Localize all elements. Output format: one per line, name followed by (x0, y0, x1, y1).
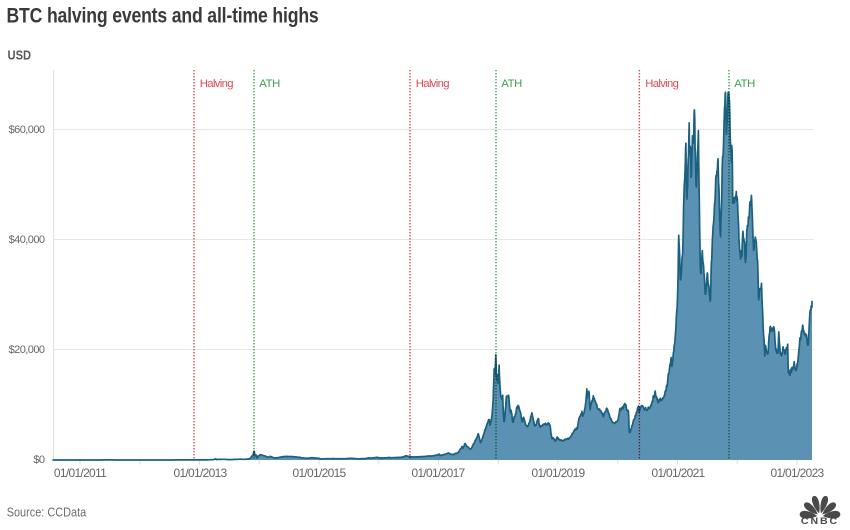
svg-text:01/01/2017: 01/01/2017 (411, 466, 465, 480)
svg-text:BTC halving events and all-tim: BTC halving events and all-time highs (7, 4, 319, 28)
svg-text:Halving: Halving (416, 78, 449, 90)
svg-text:$20,000: $20,000 (9, 344, 45, 356)
svg-text:USD: USD (8, 48, 32, 63)
svg-text:$0: $0 (33, 454, 45, 466)
svg-text:01/01/2023: 01/01/2023 (770, 466, 824, 480)
svg-text:01/01/2015: 01/01/2015 (292, 466, 346, 480)
svg-text:01/01/2019: 01/01/2019 (531, 466, 585, 480)
svg-text:Halving: Halving (200, 78, 233, 90)
svg-text:ATH: ATH (259, 78, 280, 90)
svg-text:01/01/2011: 01/01/2011 (54, 466, 107, 480)
svg-text:01/01/2021: 01/01/2021 (651, 466, 705, 480)
svg-text:Halving: Halving (645, 78, 678, 90)
svg-text:01/01/2013: 01/01/2013 (173, 466, 227, 480)
svg-text:ATH: ATH (734, 78, 755, 90)
svg-text:ATH: ATH (501, 78, 522, 90)
svg-text:Source: CCData: Source: CCData (7, 504, 87, 519)
svg-text:CNBC: CNBC (801, 517, 839, 527)
svg-text:$40,000: $40,000 (9, 234, 45, 246)
svg-text:$60,000: $60,000 (9, 124, 45, 136)
